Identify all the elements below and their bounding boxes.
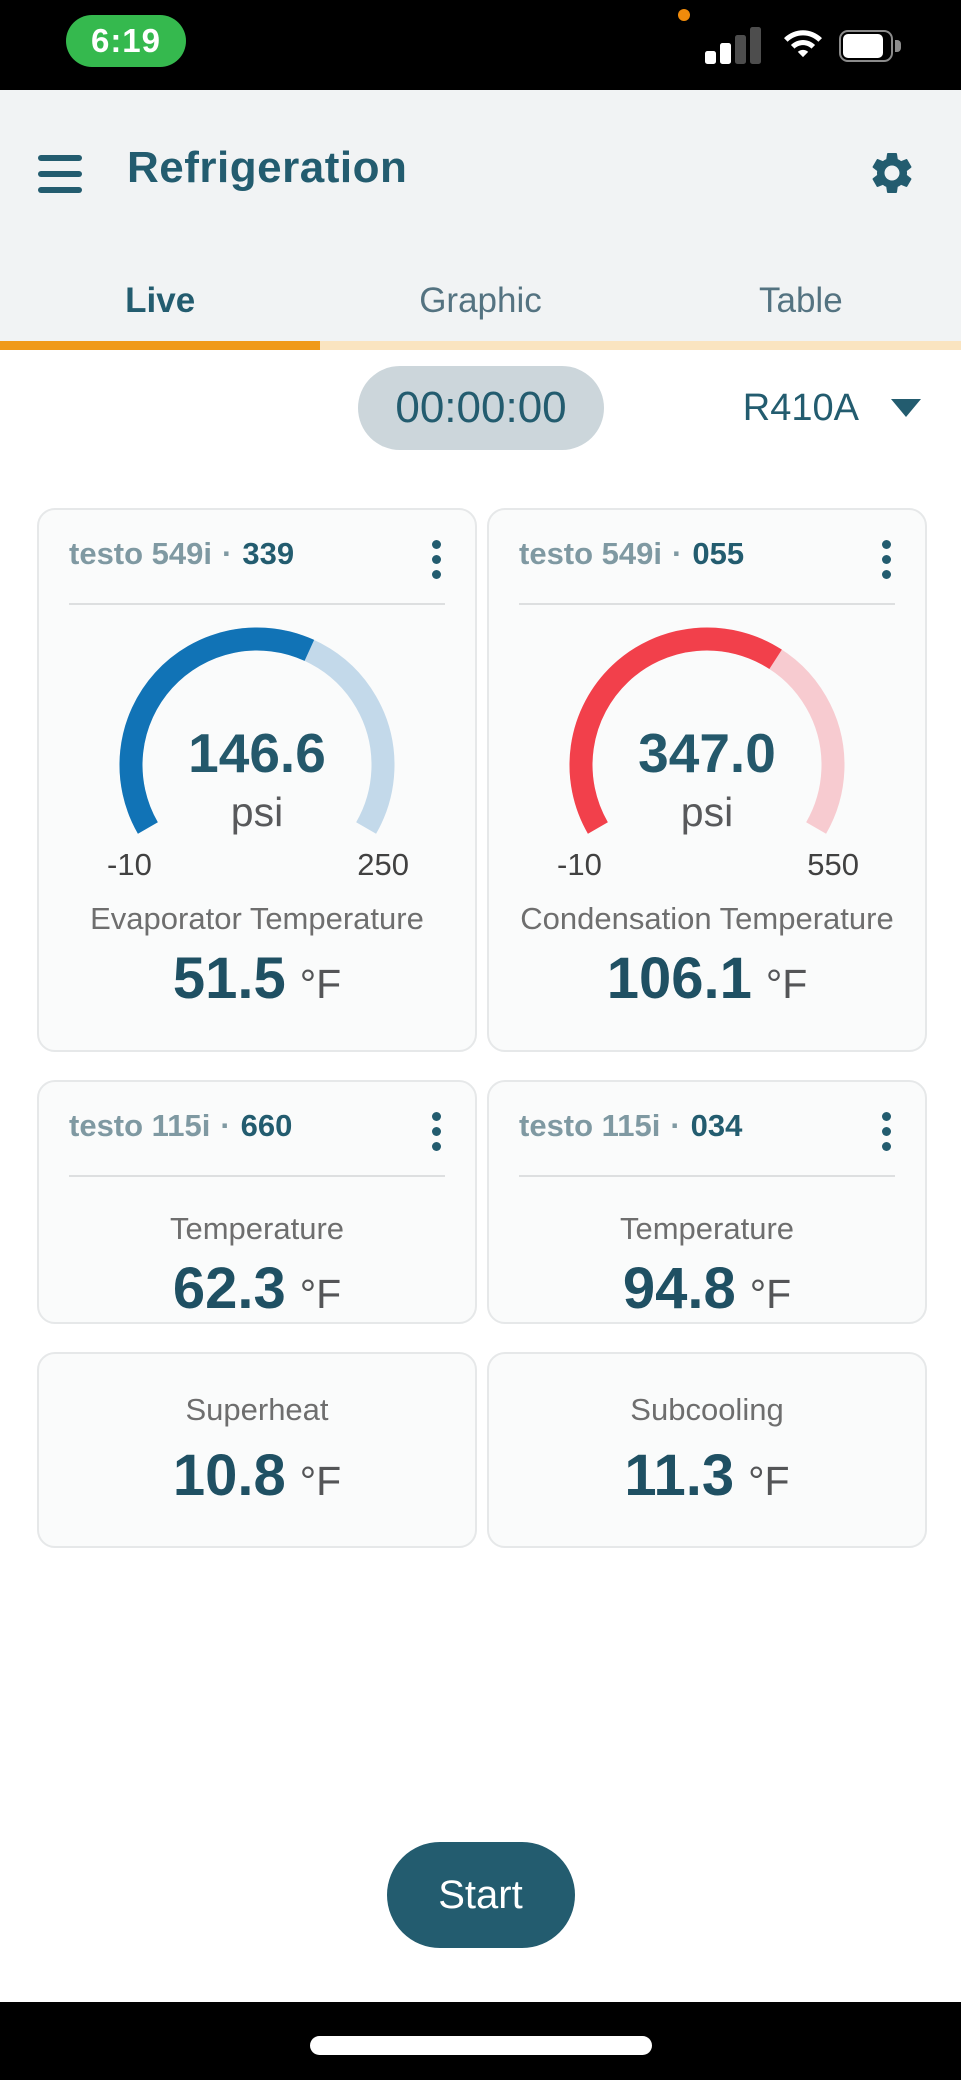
pressure-gauge: 347.0 psi -10 550 xyxy=(547,617,867,883)
device-serial: 034 xyxy=(690,1108,743,1143)
measure-number: 11.3 xyxy=(624,1442,735,1508)
tab-graphic[interactable]: Graphic xyxy=(320,260,641,350)
home-bar xyxy=(0,2002,961,2080)
tab-table[interactable]: Table xyxy=(640,260,961,350)
measure-number: 10.8 xyxy=(172,1442,286,1508)
measure-label: Evaporator Temperature xyxy=(90,901,424,936)
device-serial: 339 xyxy=(242,536,295,571)
menu-icon[interactable] xyxy=(38,155,82,193)
device-title: testo 549i · 055 xyxy=(519,536,744,572)
start-button[interactable]: Start xyxy=(386,1842,575,1948)
status-time: 6:19 xyxy=(66,15,186,67)
device-separator: · xyxy=(222,536,233,571)
measure-value: 51.5 °F xyxy=(39,945,475,1012)
status-bar: 6:19 xyxy=(0,0,961,90)
status-icons xyxy=(705,26,901,64)
measure-label: Condensation Temperature xyxy=(520,901,894,936)
tab-live[interactable]: Live xyxy=(0,260,321,350)
measure-value: 10.8 °F xyxy=(39,1442,475,1509)
gauge-min-label: -10 xyxy=(107,847,152,882)
measure-label: Temperature xyxy=(169,1211,345,1246)
pressure-gauge: 146.6 psi -10 250 xyxy=(97,617,417,883)
app-header: Refrigeration xyxy=(0,90,961,260)
timer-display: 00:00:00 xyxy=(358,366,604,450)
measure-unit: °F xyxy=(749,1271,792,1317)
superheat-card: Superheat 10.8 °F xyxy=(37,1352,477,1548)
gauge-value: 146.6 xyxy=(188,722,326,784)
device-name: testo 549i xyxy=(519,536,663,571)
measure-label: Temperature xyxy=(619,1211,795,1246)
gear-icon[interactable] xyxy=(867,148,917,198)
measure-unit: °F xyxy=(765,961,808,1007)
measure-unit: °F xyxy=(299,1457,342,1504)
divider xyxy=(69,1175,445,1177)
measure-value: 62.3 °F xyxy=(39,1255,475,1322)
device-name: testo 549i xyxy=(69,536,213,571)
card-menu-button[interactable] xyxy=(426,1108,447,1155)
device-card-115i-034: testo 115i · 034 Temperature 94.8 °F xyxy=(487,1080,927,1324)
chevron-down-icon xyxy=(891,399,921,417)
battery-icon xyxy=(839,30,901,62)
controls-row: 00:00:00 R410A xyxy=(0,350,961,480)
tab-bar: Live Graphic Table xyxy=(0,260,961,350)
gauge-unit: psi xyxy=(680,789,734,835)
gauge-value: 347.0 xyxy=(638,722,776,784)
measure-label: Superheat xyxy=(185,1391,329,1427)
top-area: Refrigeration Live Graphic Table xyxy=(0,90,961,350)
home-indicator[interactable] xyxy=(309,2036,652,2055)
measure-label: Subcooling xyxy=(630,1391,784,1427)
measure-number: 62.3 xyxy=(172,1256,286,1321)
measure-number: 94.8 xyxy=(622,1256,736,1321)
measure-number: 51.5 xyxy=(172,946,286,1011)
subcooling-card: Subcooling 11.3 °F xyxy=(487,1352,927,1548)
refrigerant-label: R410A xyxy=(742,386,859,429)
main-content: 00:00:00 R410A testo 549i · 339 xyxy=(0,350,961,2002)
divider xyxy=(69,603,445,605)
gauge-max-label: 550 xyxy=(807,847,859,882)
gauge-max-label: 250 xyxy=(357,847,409,882)
device-serial: 055 xyxy=(692,536,745,571)
gauge-unit: psi xyxy=(230,789,284,835)
mic-indicator-dot xyxy=(678,9,690,21)
card-grid: testo 549i · 339 146.6 psi -10 250 Evapo… xyxy=(37,508,927,1548)
card-menu-button[interactable] xyxy=(426,536,447,583)
device-card-549i-339: testo 549i · 339 146.6 psi -10 250 Evapo… xyxy=(37,508,477,1052)
device-separator: · xyxy=(670,1108,681,1143)
measure-unit: °F xyxy=(748,1457,790,1504)
device-serial: 660 xyxy=(240,1108,293,1143)
device-separator: · xyxy=(672,536,683,571)
gauge-arc xyxy=(569,627,845,834)
measure-value: 11.3 °F xyxy=(489,1442,925,1509)
measure-unit: °F xyxy=(299,1271,342,1317)
refrigerant-dropdown[interactable]: R410A xyxy=(743,372,921,444)
device-card-115i-660: testo 115i · 660 Temperature 62.3 °F xyxy=(37,1080,477,1324)
device-title: testo 115i · 034 xyxy=(519,1108,742,1144)
wifi-icon xyxy=(784,30,822,58)
gauge-min-label: -10 xyxy=(557,847,602,882)
device-name: testo 115i xyxy=(69,1108,211,1143)
device-title: testo 549i · 339 xyxy=(69,536,294,572)
card-menu-button[interactable] xyxy=(876,536,897,583)
measure-number: 106.1 xyxy=(606,946,752,1011)
divider xyxy=(519,603,895,605)
card-menu-button[interactable] xyxy=(876,1108,897,1155)
measure-unit: °F xyxy=(299,961,342,1007)
device-name: testo 115i xyxy=(519,1108,661,1143)
device-title: testo 115i · 660 xyxy=(69,1108,292,1144)
gauge-arc xyxy=(119,627,395,834)
page-title: Refrigeration xyxy=(127,143,408,192)
cellular-signal-icon xyxy=(705,26,767,64)
measure-value: 106.1 °F xyxy=(489,945,925,1012)
device-separator: · xyxy=(220,1108,231,1143)
measure-value: 94.8 °F xyxy=(489,1255,925,1322)
device-card-549i-055: testo 549i · 055 347.0 psi -10 550 Conde… xyxy=(487,508,927,1052)
divider xyxy=(519,1175,895,1177)
